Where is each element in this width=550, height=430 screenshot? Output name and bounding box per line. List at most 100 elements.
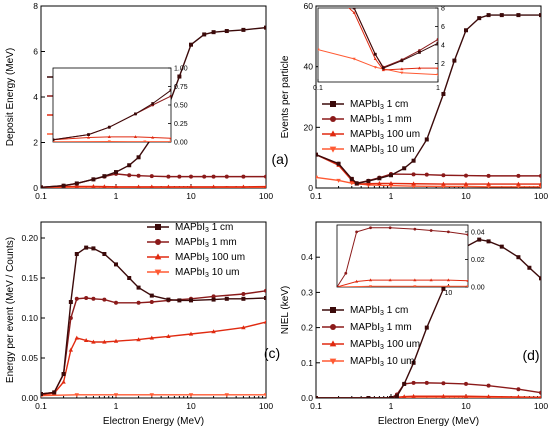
data-point xyxy=(499,244,504,249)
inset-series-line xyxy=(337,279,468,287)
y-tick-label: 0.10 xyxy=(21,313,38,323)
inset: 0.00 0.02 0.04 10 xyxy=(336,224,485,297)
data-point xyxy=(136,155,141,160)
inset-data-point xyxy=(429,278,433,282)
y-tick-label: 0.00 xyxy=(21,393,38,403)
data-point xyxy=(464,28,468,33)
inset-data-point xyxy=(413,285,417,287)
y-tick-label: 0.4 xyxy=(301,252,313,262)
data-point xyxy=(211,30,216,35)
data-point xyxy=(149,293,154,298)
data-point xyxy=(136,285,141,290)
legend-entry: MAPbI3 1 mm xyxy=(350,114,412,126)
legend: MAPbI3 1 cm MAPbI3 1 mm MAPbI3 100 um MAPbI… xyxy=(322,99,420,156)
data-point xyxy=(74,252,79,256)
data-point xyxy=(149,184,154,188)
data-point xyxy=(516,13,521,18)
data-point xyxy=(264,25,266,30)
legend-entry: MAPbI3 1 cm xyxy=(350,99,408,111)
inset-y-tick-label: 2 xyxy=(441,61,445,68)
data-point xyxy=(177,298,182,303)
inset-data-point xyxy=(373,52,377,56)
data-point xyxy=(463,393,469,398)
data-point xyxy=(486,383,491,388)
y-tick-label: 40 xyxy=(304,62,314,72)
data-point xyxy=(84,296,89,300)
legend: MAPbI3 1 cm MAPbI3 1 mm MAPbI3 100 um MAPbI… xyxy=(147,222,245,279)
inset-data-point xyxy=(134,112,137,116)
inset-y-tick-label: 0.00 xyxy=(174,140,188,147)
inset-data-point xyxy=(151,135,155,139)
data-point xyxy=(539,173,541,178)
data-point xyxy=(102,297,107,302)
data-point xyxy=(411,181,416,186)
data-point xyxy=(189,184,193,188)
data-point xyxy=(241,325,246,330)
series-group xyxy=(316,237,541,398)
legend-swatch-marker xyxy=(329,146,337,153)
data-point xyxy=(68,300,73,304)
data-point xyxy=(539,394,541,398)
legend-entry: MAPbI3 100 um xyxy=(350,129,420,141)
inset-data-point xyxy=(446,230,450,234)
legend-swatch-marker xyxy=(329,130,337,137)
data-point xyxy=(486,13,491,18)
inset-series-group xyxy=(318,8,438,77)
data-point xyxy=(61,379,66,384)
legend-swatch-marker xyxy=(330,116,336,122)
x-axis-title: Electron Energy (MeV) xyxy=(378,416,479,427)
data-point xyxy=(189,298,193,303)
legend-swatch-marker xyxy=(330,324,336,330)
inset-x-tick-label: 0.1 xyxy=(313,85,323,92)
data-point xyxy=(411,360,416,365)
inset-data-point xyxy=(169,88,171,92)
y-tick-label: 0.05 xyxy=(21,353,38,363)
legend: MAPbI3 1 cm MAPbI3 1 mm MAPbI3 100 um MAPbI… xyxy=(322,305,420,368)
data-point xyxy=(149,393,154,398)
inset-data-point xyxy=(429,229,433,232)
y-axis-title: NIEL (keV) xyxy=(280,286,291,335)
data-point xyxy=(41,392,43,396)
legend-swatch-marker xyxy=(330,101,336,107)
legend-swatch-marker xyxy=(329,340,337,347)
data-point xyxy=(411,380,416,385)
inset-y-tick-label: 6 xyxy=(441,24,445,31)
inset-data-point xyxy=(373,66,377,69)
legend-swatch-marker xyxy=(155,224,161,230)
y-tick-label: 0 xyxy=(33,183,38,193)
y-tick-label: 4 xyxy=(33,92,38,102)
inset-data-point xyxy=(143,140,147,142)
data-point xyxy=(539,276,541,281)
data-point xyxy=(136,184,141,188)
data-point xyxy=(74,296,79,301)
legend-entry: MAPbI3 10 um xyxy=(175,267,240,279)
y-tick-label: 0.3 xyxy=(301,287,313,297)
inset-data-point xyxy=(337,285,339,287)
data-point xyxy=(74,393,79,398)
data-point xyxy=(486,394,491,398)
y-axis-title: Events per particle xyxy=(280,55,291,138)
data-point xyxy=(136,337,141,342)
data-point xyxy=(486,173,491,178)
panel-c: 0.1 1 10 100 0.00 0.05 0.10 0.15 0.20 Energy per … xyxy=(5,221,280,427)
data-point xyxy=(411,184,416,188)
inset-data-point xyxy=(388,278,392,282)
data-point xyxy=(211,184,216,188)
data-point xyxy=(366,396,371,398)
data-point xyxy=(202,32,207,37)
panel-label: (a) xyxy=(271,151,288,167)
x-tick-label: 0.1 xyxy=(310,401,322,411)
legend-entry: MAPbI3 1 cm xyxy=(350,305,408,317)
inset-data-point xyxy=(344,271,348,275)
data-point xyxy=(264,174,266,179)
data-point xyxy=(224,296,229,301)
data-point xyxy=(402,166,407,171)
data-point xyxy=(211,174,216,179)
series-line xyxy=(316,153,541,185)
inset-data-point xyxy=(413,227,417,231)
data-point xyxy=(539,390,541,395)
inset-data-point xyxy=(86,135,91,139)
data-point xyxy=(516,255,521,260)
data-point xyxy=(349,181,354,186)
